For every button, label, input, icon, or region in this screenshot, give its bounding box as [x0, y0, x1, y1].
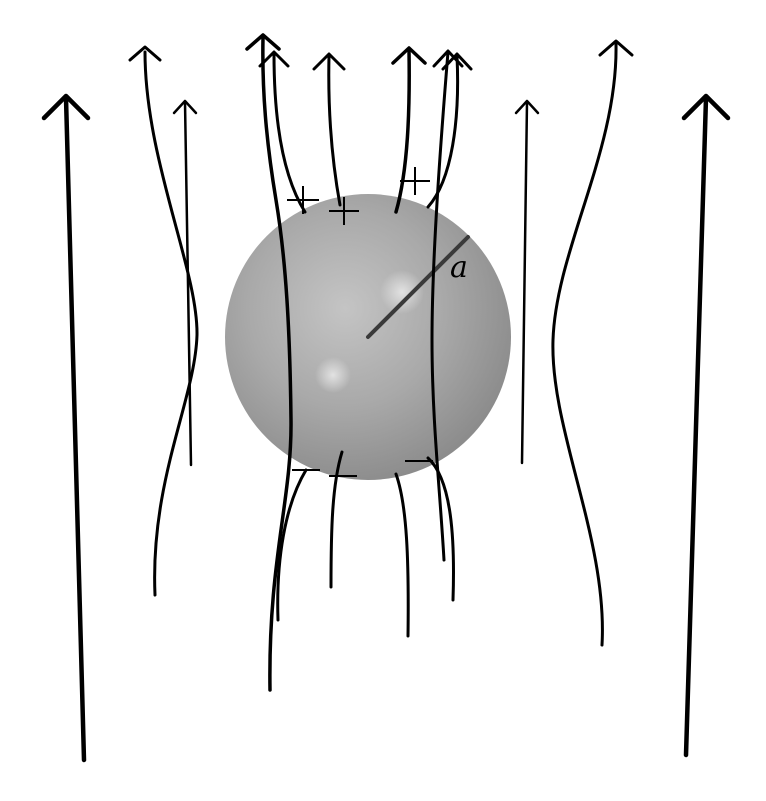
field-line-through-left [261, 36, 293, 692]
field-line-right-curved [551, 42, 618, 647]
arrowhead-icon [172, 99, 198, 115]
sphere-highlight-upper [380, 270, 424, 314]
field-line-bottom-3 [394, 472, 410, 638]
radius-line [366, 235, 470, 339]
field-line-outer-left [63, 95, 87, 763]
field-line-top-2 [327, 54, 342, 207]
field-line-left-curved [143, 50, 199, 597]
surface-charges-negative [292, 460, 433, 477]
field-line-bottom-1 [276, 468, 308, 622]
field-line-bottom-4 [426, 456, 456, 602]
arrowhead-icon [391, 46, 427, 65]
arrowhead-icon [128, 45, 162, 62]
plus-charge-icon [400, 167, 430, 195]
field-line-through-right [430, 50, 450, 562]
arrowhead-icon [681, 93, 731, 121]
field-lines [41, 33, 731, 763]
arrowhead-icon [41, 93, 91, 121]
radius-label: a [450, 250, 468, 285]
arrowhead-icon [258, 50, 290, 68]
arrowhead-icon [245, 33, 281, 51]
arrowhead-icon [441, 52, 473, 71]
sphere-highlight-lower [315, 357, 351, 393]
field-line-top-3 [394, 48, 411, 214]
field-line-outer-right [683, 95, 709, 758]
plus-charge-icon [329, 197, 359, 225]
field-line-top-1 [272, 52, 307, 214]
arrowhead-icon [312, 52, 346, 71]
field-line-left-thin [183, 100, 193, 467]
field-line-right-thin [520, 100, 529, 465]
arrowhead-icon [514, 99, 540, 115]
field-line-top-4 [426, 54, 460, 209]
plus-charge-icon [287, 186, 319, 214]
field-line-bottom-2 [329, 450, 344, 589]
arrowhead-icon [598, 39, 634, 57]
surface-charges-positive [287, 167, 430, 225]
